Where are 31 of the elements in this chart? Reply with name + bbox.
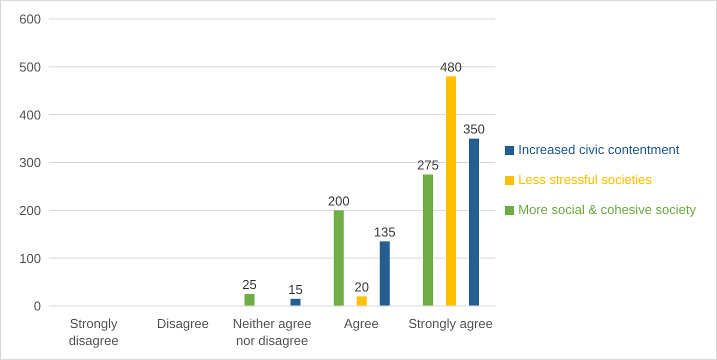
data-label: 275 — [417, 157, 439, 172]
bar — [380, 241, 390, 306]
x-tick-label: Strongly disagree — [68, 316, 119, 348]
legend-label: Less stressful societies — [518, 172, 652, 187]
x-tick-label: Disagree — [156, 316, 209, 331]
data-label: 350 — [463, 122, 485, 137]
legend-label: More social & cohesive society — [518, 202, 696, 217]
legend-label: Increased civic contentment — [518, 142, 680, 157]
bar — [423, 174, 433, 306]
data-label: 15 — [288, 282, 303, 297]
y-tick-label: 400 — [19, 107, 41, 122]
data-label: 25 — [242, 277, 257, 292]
bar — [446, 76, 456, 306]
bar — [290, 298, 300, 306]
data-label: 135 — [374, 224, 396, 240]
y-tick-label: 100 — [19, 250, 41, 266]
bar — [469, 138, 479, 306]
y-tick-label: 200 — [19, 202, 41, 218]
data-label: 20 — [354, 279, 369, 294]
data-label: 480 — [440, 59, 462, 74]
x-tick-label: Neither agree nor disagree — [232, 316, 312, 348]
y-tick-label: 300 — [19, 155, 41, 170]
x-tick-label: Strongly agree — [408, 316, 493, 331]
y-tick-label: 500 — [19, 59, 41, 74]
y-tick-label: 600 — [19, 12, 41, 27]
y-tick-label: 0 — [34, 298, 41, 314]
bar — [244, 294, 254, 306]
bar — [356, 296, 367, 306]
x-tick-label: Agree — [344, 316, 379, 331]
data-label: 200 — [328, 193, 350, 208]
bar — [334, 210, 344, 306]
